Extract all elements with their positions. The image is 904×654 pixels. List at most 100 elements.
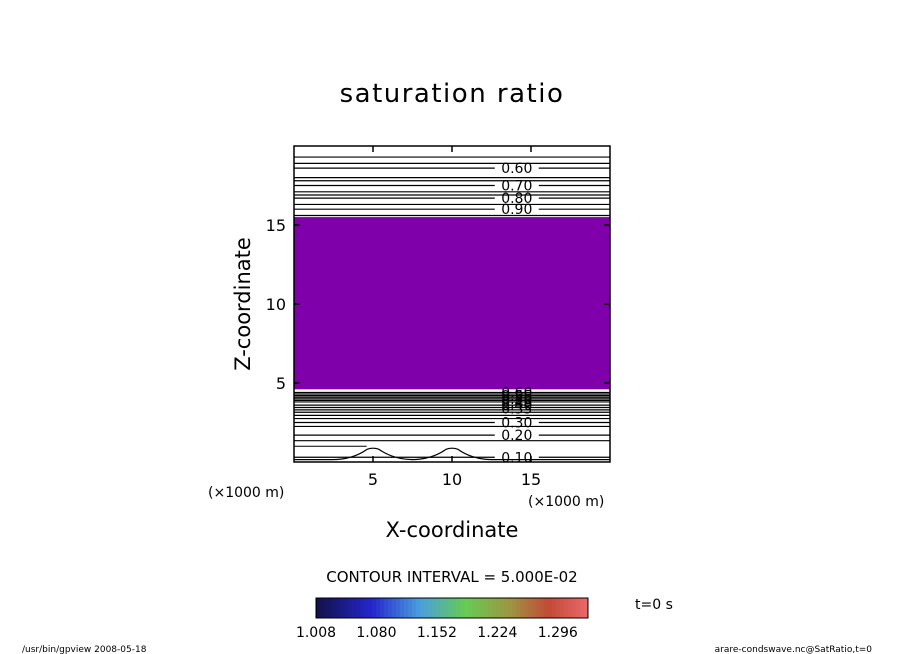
colorbar-cell xyxy=(524,598,529,618)
colorbar-cell xyxy=(460,598,465,618)
colorbar-cell xyxy=(328,598,333,618)
colorbar-cell xyxy=(468,598,473,618)
colorbar-tick-labels: 1.008 1.080 1.152 1.224 1.296 xyxy=(296,625,578,641)
colorbar-cell xyxy=(428,598,433,618)
x-unit-label: (×1000 m) xyxy=(208,485,284,501)
colorbar-cell xyxy=(424,598,429,618)
colorbar-cell xyxy=(388,598,393,618)
colorbar-cell xyxy=(436,598,441,618)
contour-interval-text: CONTOUR INTERVAL = 5.000E-02 xyxy=(326,568,577,586)
contour-label: 0.50 xyxy=(501,392,532,408)
y-tick-label: 5 xyxy=(276,374,286,393)
colorbar-cell xyxy=(544,598,549,618)
contour-label: 0.55 xyxy=(501,389,532,405)
y-axis-label: Z-coordinate xyxy=(231,237,255,371)
colorbar-tick-label: 1.080 xyxy=(356,625,396,641)
colorbar-tick-label: 1.224 xyxy=(477,625,517,641)
x-tick-label: 10 xyxy=(442,470,462,489)
colorbar-cell xyxy=(492,598,497,618)
axis-ticks: 5 10 15 5 10 15 xyxy=(266,146,610,489)
colorbar-cell xyxy=(516,598,521,618)
colorbar-cell xyxy=(564,598,569,618)
colorbar-cell xyxy=(400,598,405,618)
colorbar-cell xyxy=(500,598,505,618)
contour-label: 0.80 xyxy=(501,191,532,207)
contour-label: 0.40 xyxy=(501,398,532,414)
colorbar-cell xyxy=(324,598,329,618)
contour-label: 0.70 xyxy=(501,179,532,195)
colorbar-cell xyxy=(448,598,453,618)
colorbar-cell xyxy=(392,598,397,618)
colorbar-cell xyxy=(376,598,381,618)
contour-label: 0.20 xyxy=(501,428,532,444)
colorbar-cell xyxy=(556,598,561,618)
colorbar-cell xyxy=(504,598,509,618)
colorbar-cell xyxy=(508,598,513,618)
y-tick-label: 15 xyxy=(266,216,286,235)
colorbar xyxy=(315,598,589,618)
colorbar-cell xyxy=(320,598,325,618)
footer-left: /usr/bin/gpview 2008-05-18 xyxy=(22,645,147,654)
colorbar-cell xyxy=(352,598,357,618)
colorbar-cell xyxy=(464,598,469,618)
y-unit-label: (×1000 m) xyxy=(528,494,604,510)
colorbar-cell xyxy=(484,598,489,618)
colorbar-cell xyxy=(560,598,565,618)
colorbar-cell xyxy=(552,598,557,618)
contour-lines xyxy=(294,156,610,458)
time-label: t=0 s xyxy=(635,597,673,613)
colorbar-cell xyxy=(456,598,461,618)
colorbar-cell xyxy=(416,598,421,618)
footer-right: arare-condswave.nc@SatRatio,t=0 xyxy=(715,645,873,654)
colorbar-cell xyxy=(580,598,585,618)
colorbar-cell xyxy=(520,598,525,618)
colorbar-cell xyxy=(420,598,425,618)
colorbar-cell xyxy=(480,598,485,618)
colorbar-cell xyxy=(432,598,437,618)
colorbar-cell xyxy=(488,598,493,618)
colorbar-cell xyxy=(452,598,457,618)
colorbar-cell xyxy=(332,598,337,618)
colorbar-cell xyxy=(512,598,517,618)
colorbar-cell xyxy=(364,598,369,618)
colorbar-cell xyxy=(472,598,477,618)
colorbar-cell xyxy=(536,598,541,618)
colorbar-cell xyxy=(336,598,341,618)
colorbar-cell xyxy=(476,598,481,618)
colorbar-cell xyxy=(396,598,401,618)
colorbar-cell xyxy=(356,598,361,618)
contour-label: 0.10 xyxy=(501,450,532,466)
terrain-contour xyxy=(294,447,610,461)
x-axis-label: X-coordinate xyxy=(386,518,519,542)
contour-label: 0.60 xyxy=(501,161,532,177)
colorbar-cell xyxy=(316,598,321,618)
colorbar-cell xyxy=(372,598,377,618)
colorbar-cell xyxy=(572,598,577,618)
colorbar-cell xyxy=(584,598,589,618)
colorbar-cell xyxy=(576,598,581,618)
contour-label: 0.45 xyxy=(501,395,532,411)
colorbar-cell xyxy=(348,598,353,618)
colorbar-cell xyxy=(368,598,373,618)
shaded-region xyxy=(294,217,610,390)
x-tick-label: 15 xyxy=(521,470,541,489)
colorbar-cell xyxy=(344,598,349,618)
y-tick-label: 10 xyxy=(266,295,286,314)
colorbar-cell xyxy=(440,598,445,618)
colorbar-cell xyxy=(404,598,409,618)
colorbar-cell xyxy=(380,598,385,618)
colorbar-cell xyxy=(540,598,545,618)
colorbar-cell xyxy=(532,598,537,618)
contour-label: 0.60 xyxy=(501,385,532,401)
colorbar-frame xyxy=(315,597,589,619)
contour-label: 0.35 xyxy=(501,401,532,417)
contour-label: 0.30 xyxy=(501,416,532,432)
x-tick-label: 5 xyxy=(368,470,378,489)
colorbar-cell xyxy=(496,598,501,618)
colorbar-cell xyxy=(384,598,389,618)
chart-title: saturation ratio xyxy=(340,79,565,109)
colorbar-cell xyxy=(408,598,413,618)
colorbar-cell xyxy=(528,598,533,618)
colorbar-cell xyxy=(360,598,365,618)
